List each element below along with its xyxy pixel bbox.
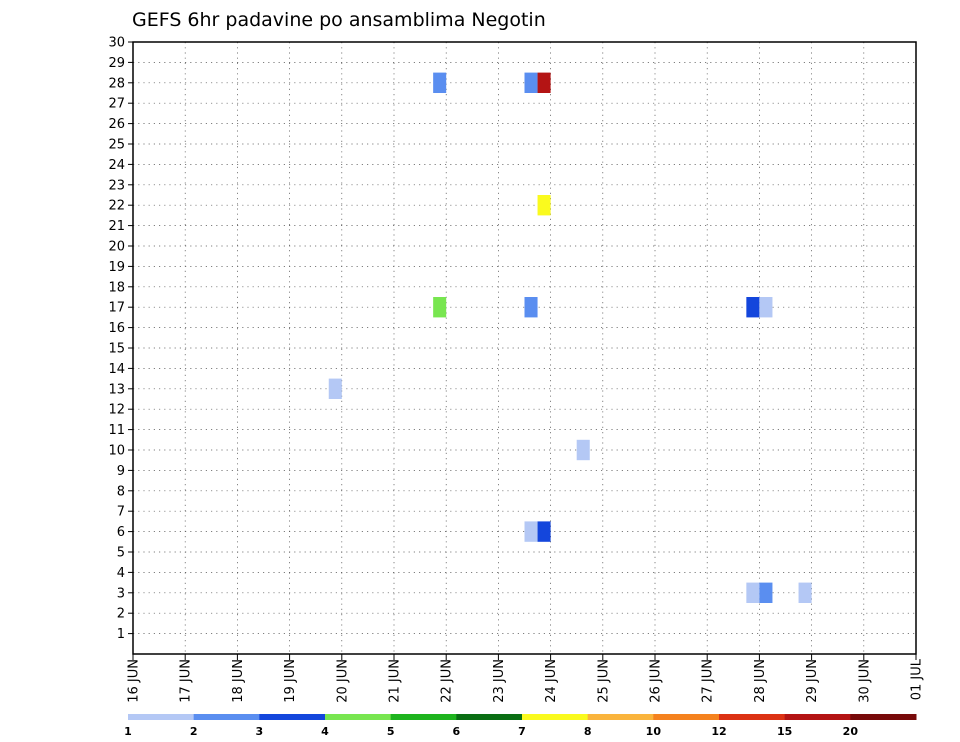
colorbar-swatch [193,714,260,720]
colorbar-label: 3 [256,725,264,738]
precip-cell [537,72,551,93]
y-tick-label: 26 [108,117,125,132]
y-tick-label: 24 [108,158,125,173]
colorbar-swatch [128,714,195,720]
colorbar-swatch [325,714,392,720]
y-tick-label: 27 [108,97,125,112]
colorbar-label: 15 [777,725,792,738]
x-tick-label: 26 JUN [649,659,664,703]
y-tick-label: 4 [117,566,125,581]
colorbar-label: 4 [321,725,329,738]
x-tick-label: 25 JUN [596,659,611,703]
precip-cell [759,582,773,603]
y-tick-label: 2 [117,607,125,622]
precip-cell [746,582,760,603]
y-tick-label: 30 [108,36,125,51]
x-tick-label: 24 JUN [544,659,559,703]
x-tick-label: 29 JUN [805,659,820,703]
colorbar-swatch [784,714,851,720]
x-axis: 16 JUN 17 JUN 18 JUN 19 JUN 20 JUN 21 JUN 22 J… [127,654,925,703]
colorbar-label: 6 [453,725,461,738]
precip-cell [759,297,773,318]
precip-cell [524,521,538,542]
y-tick-label: 1 [117,627,125,642]
y-tick-label: 3 [117,586,125,601]
y-tick-label: 16 [108,321,125,336]
precip-cell [328,378,342,399]
y-tick-label: 20 [108,240,125,255]
grid-lines [133,41,916,654]
y-tick-label: 15 [108,342,125,357]
precip-cell [433,297,447,318]
colorbar-label: 20 [843,725,859,738]
colorbar-label: 12 [711,725,726,738]
precip-cell [576,439,590,461]
y-tick-label: 10 [108,444,125,459]
precip-cell [524,297,538,318]
colorbar-label: 5 [387,725,395,738]
colorbar-swatch [390,714,457,720]
y-tick-label: 7 [117,505,125,520]
precip-cell [524,72,538,93]
x-tick-label: 01 JUL [910,658,925,700]
plot-frame [132,41,917,655]
precip-cell [746,297,760,318]
colorbar-swatch [587,714,654,720]
y-tick-label: 29 [108,56,125,71]
precip-cell [537,521,551,542]
x-tick-label: 27 JUN [701,659,716,703]
colorbar-swatch [719,714,786,720]
y-tick-label: 13 [108,382,125,397]
x-tick-label: 21 JUN [388,659,403,703]
colorbar-label: 1 [124,725,132,738]
y-tick-label: 25 [108,138,125,153]
y-tick-label: 11 [108,423,125,438]
precip-cell [433,72,447,93]
x-tick-label: 28 JUN [753,659,768,703]
y-tick-label: 9 [117,464,125,479]
x-tick-label: 22 JUN [440,659,455,703]
colorbar-label: 2 [190,725,198,738]
x-tick-label: 30 JUN [857,659,872,703]
colorbar-label: 10 [646,725,662,738]
y-tick-label: 8 [117,484,125,499]
colorbar-swatch [653,714,720,720]
precip-cell [798,582,812,603]
y-tick-label: 14 [108,362,125,377]
y-tick-label: 19 [108,260,125,275]
x-tick-label: 23 JUN [492,659,507,703]
y-tick-label: 28 [108,76,125,91]
precip-cells [328,72,812,603]
y-tick-label: 18 [108,280,125,295]
y-tick-label: 5 [117,546,125,561]
x-tick-label: 17 JUN [179,659,194,703]
x-tick-label: 20 JUN [335,659,350,703]
x-tick-label: 18 JUN [231,659,246,703]
chart-title: GEFS 6hr padavine po ansamblima Negotin [132,9,546,31]
colorbar-swatch [259,714,326,720]
colorbar-label: 7 [518,725,526,738]
y-tick-label: 17 [108,301,125,316]
y-tick-label: 23 [108,178,125,193]
colorbar-legend: 1 2 3 4 5 6 7 8 10 12 15 20 [124,714,917,738]
x-tick-label: 16 JUN [127,659,142,703]
colorbar-swatch [850,714,917,720]
y-tick-label: 21 [108,219,125,234]
x-tick-label: 19 JUN [283,659,298,703]
y-tick-label: 22 [108,199,125,214]
y-axis: 1234567891011121314151617181920212223242… [108,36,133,642]
colorbar-label: 8 [584,725,592,738]
colorbar-swatch [456,714,523,720]
y-tick-label: 12 [108,403,125,418]
colorbar-swatch [522,714,589,720]
precip-cell [537,195,551,216]
y-tick-label: 6 [117,525,125,540]
